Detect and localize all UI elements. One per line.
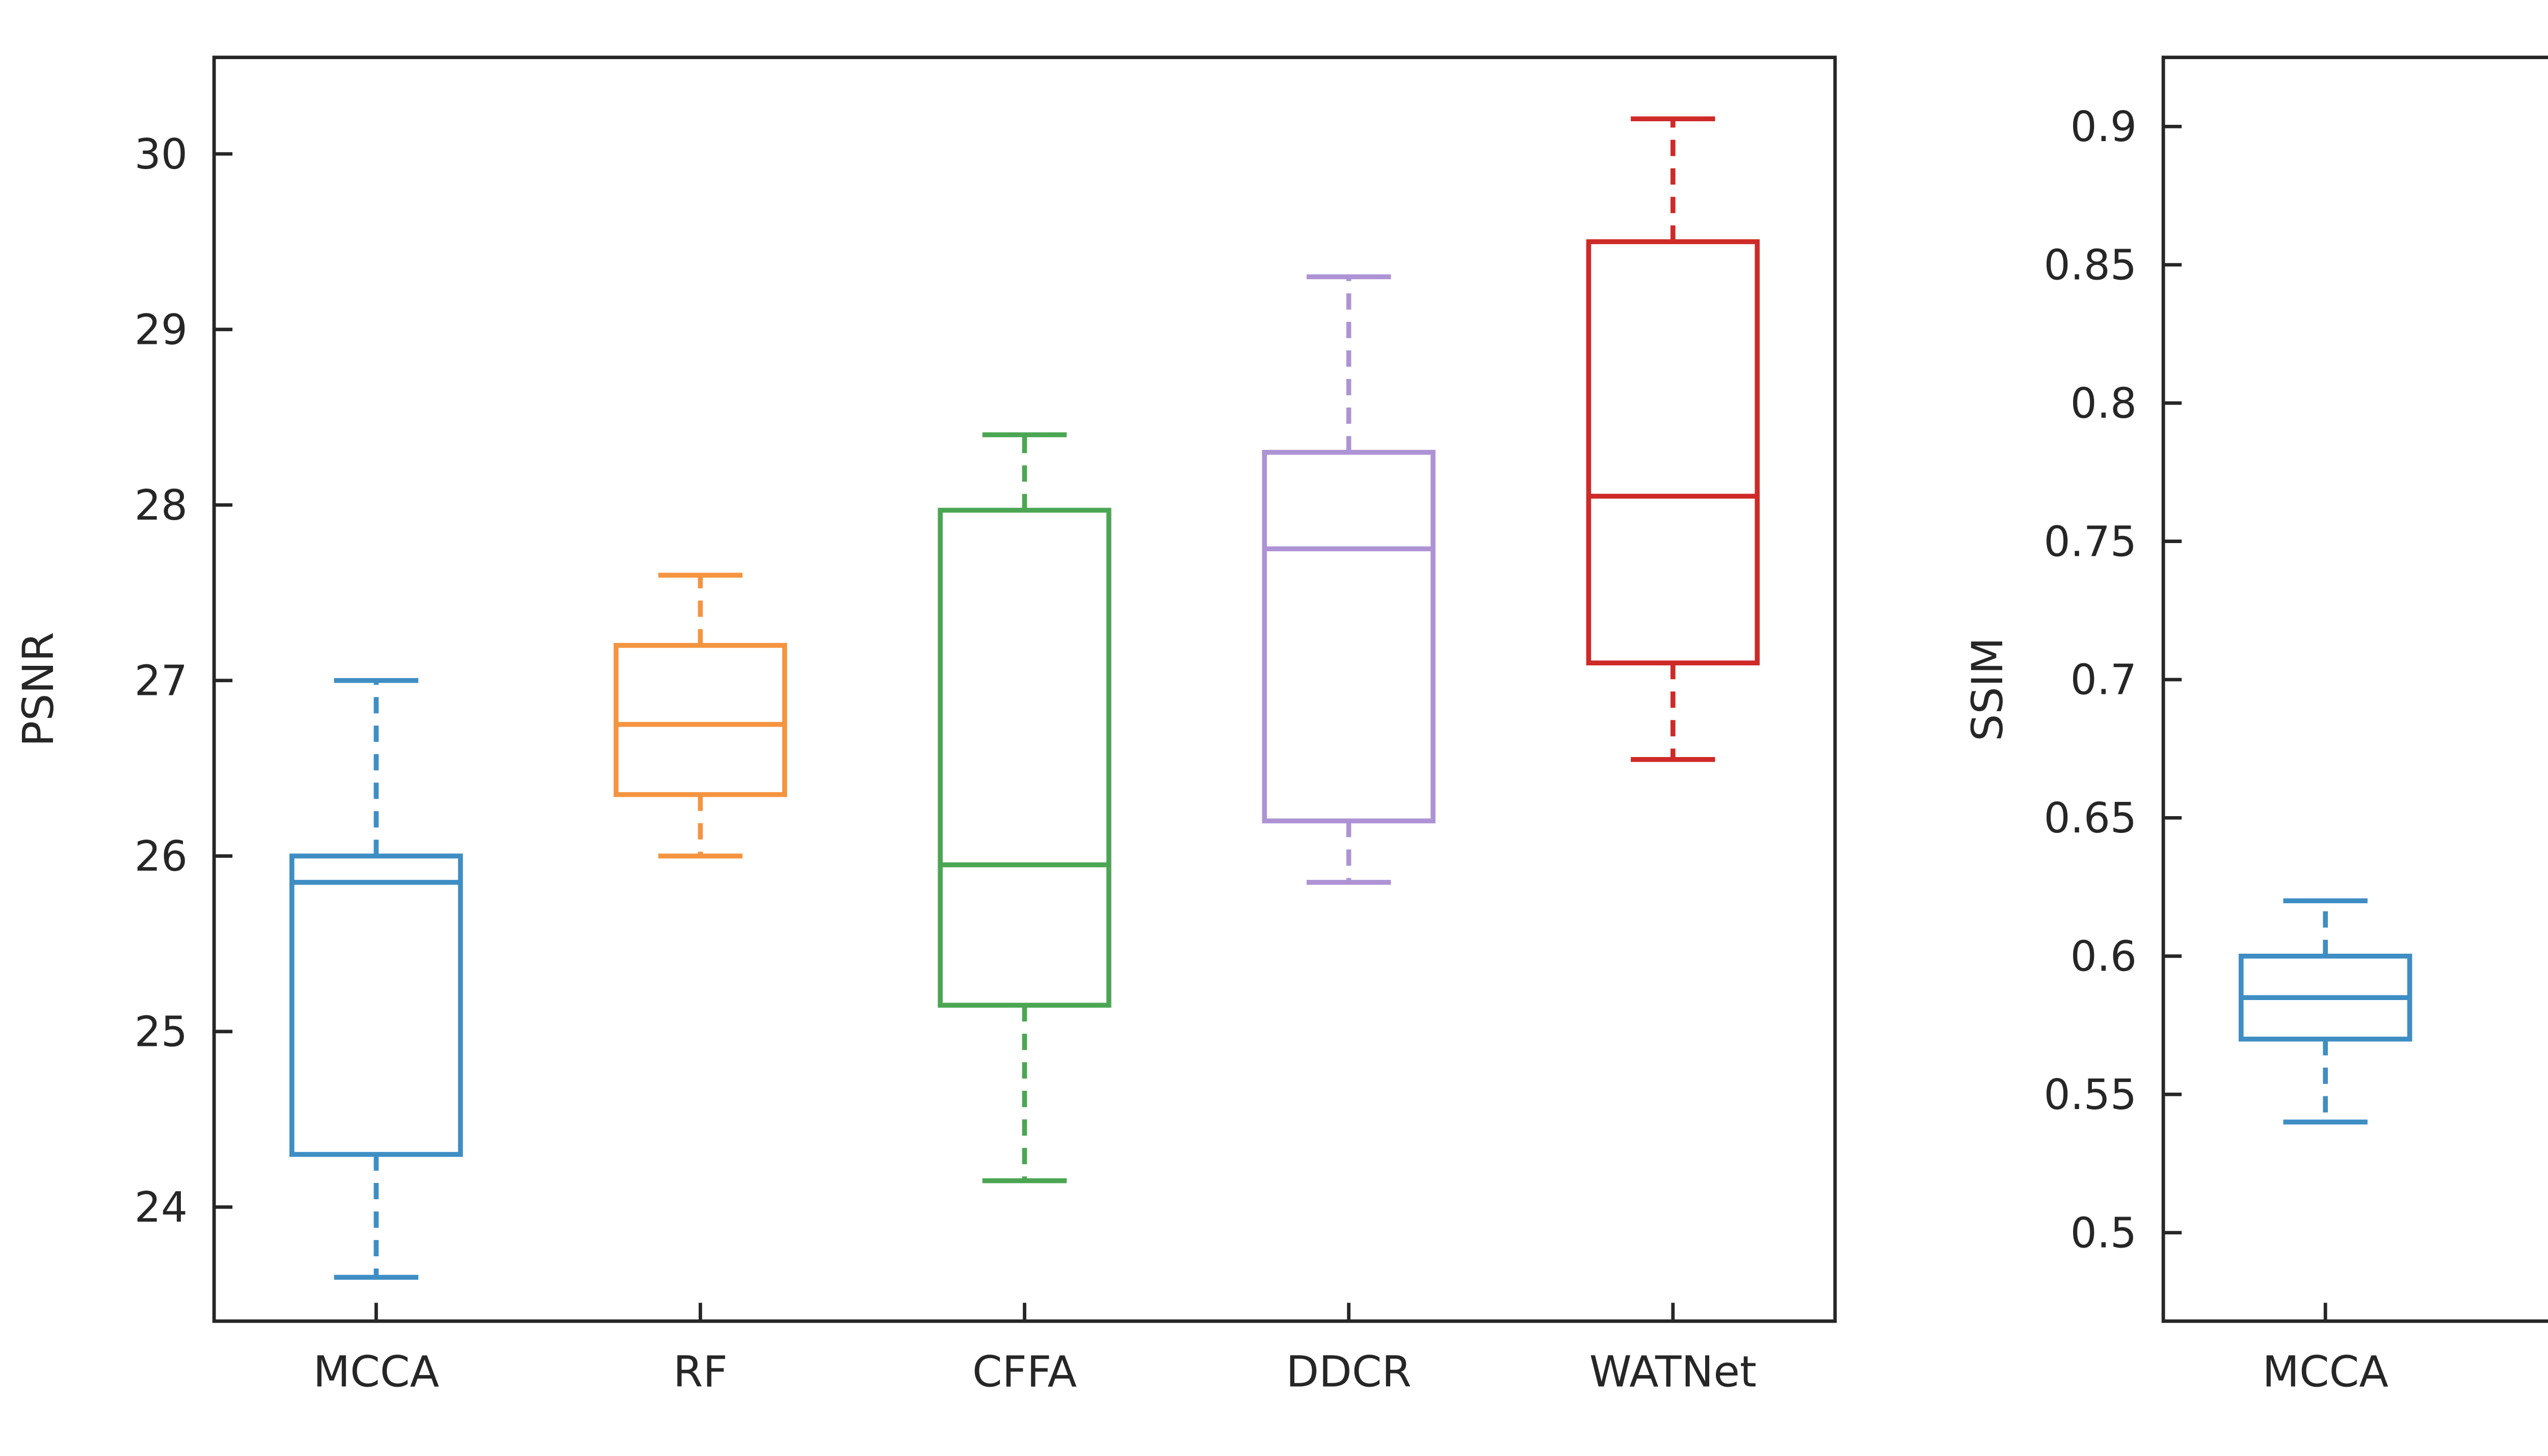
y-tick-label: 0.6 — [2071, 933, 2137, 981]
plot-border — [2161, 56, 2548, 1323]
iqr-box — [1262, 450, 1436, 824]
x-category-label: DDCR — [1286, 1346, 1411, 1396]
ssim-boxplot: 0.50.550.60.650.70.750.80.850.9MCCARFCFF… — [1962, 56, 2548, 1396]
y-tick-label: 30 — [135, 130, 188, 179]
ssim-chart-panel: 0.50.550.60.650.70.750.80.850.9MCCARFCFF… — [1949, 0, 2548, 1456]
iqr-box — [938, 507, 1111, 1008]
x-category-label: RF — [673, 1346, 728, 1396]
iqr-box — [614, 643, 787, 797]
x-category-label: CFFA — [972, 1346, 1077, 1396]
y-axis-label: SSIM — [1962, 637, 2012, 741]
y-tick-label: 27 — [135, 657, 188, 705]
box-DDCR — [1262, 274, 1436, 885]
y-axis-label: PSNR — [13, 632, 63, 746]
y-tick-label: 0.85 — [2043, 241, 2137, 289]
y-tick-label: 0.65 — [2043, 794, 2137, 843]
psnr-chart-panel: 24 25 26 27 28 29 30 MCCA RF CFFA DDCR WATNet PSNR — [13, 56, 1837, 1396]
y-tick-label: 0.75 — [2043, 518, 2137, 566]
x-category-label: WATNet — [1589, 1346, 1757, 1396]
x-category-label: MCCA — [313, 1346, 439, 1396]
y-tick-label: 29 — [135, 306, 188, 354]
y-tick-label: 28 — [135, 481, 188, 530]
box-CFFA — [938, 432, 1111, 1183]
y-tick-label: 0.8 — [2071, 380, 2137, 428]
y-tick-label: 26 — [135, 832, 188, 881]
y-tick-label: 0.5 — [2071, 1209, 2137, 1257]
box-WATNet — [1586, 116, 1760, 762]
psnr-boxplot: 24 25 26 27 28 29 30 MCCA RF CFFA DDCR WATNet PSNR — [13, 56, 1837, 1396]
iqr-box — [289, 853, 463, 1157]
box-MCCA — [2238, 898, 2412, 1125]
box-MCCA — [289, 678, 463, 1280]
box-RF — [614, 573, 787, 859]
x-category-label: MCCA — [2263, 1346, 2388, 1396]
y-tick-label: 0.9 — [2071, 103, 2137, 151]
y-tick-label: 25 — [135, 1008, 188, 1057]
y-tick-label: 24 — [135, 1183, 188, 1232]
y-tick-label: 0.55 — [2043, 1071, 2137, 1119]
y-tick-label: 0.7 — [2071, 656, 2137, 705]
iqr-box — [1586, 239, 1760, 666]
